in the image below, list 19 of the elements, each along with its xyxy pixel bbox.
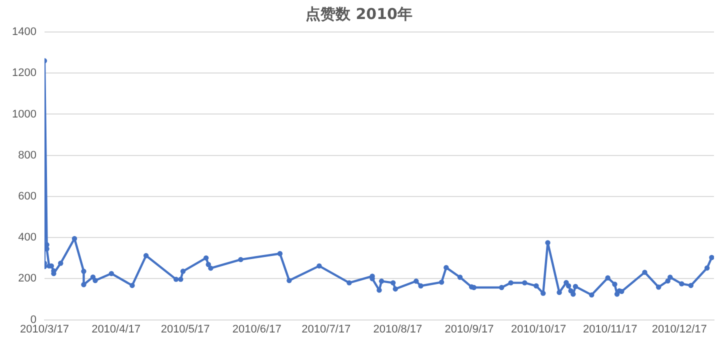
y-tick-label: 400	[18, 232, 36, 244]
x-tick-label: 2010/5/17	[160, 323, 210, 336]
y-tick-label: 1400	[12, 26, 36, 38]
y-tick-label: 200	[18, 272, 36, 285]
chart-title: 点赞数 2010年	[306, 4, 412, 23]
x-tick-label: 2010/12/17	[652, 323, 707, 336]
x-tick-label: 2010/4/17	[92, 323, 141, 336]
y-tick-label: 600	[18, 190, 36, 202]
y-tick-label: 0	[30, 314, 36, 326]
x-tick-label: 2010/3/17	[20, 323, 69, 336]
x-tick-label: 2010/6/17	[232, 323, 282, 336]
x-tick-label: 2010/7/17	[302, 323, 351, 336]
y-tick-label: 1200	[12, 67, 36, 80]
y-tick-label: 1000	[12, 108, 36, 120]
x-tick-label: 2010/11/17	[582, 323, 638, 336]
x-tick-label: 2010/9/17	[444, 323, 494, 336]
y-tick-label: 800	[18, 149, 36, 162]
x-tick-label: 2010/10/17	[511, 323, 566, 336]
x-tick-label: 2010/8/17	[373, 323, 422, 336]
